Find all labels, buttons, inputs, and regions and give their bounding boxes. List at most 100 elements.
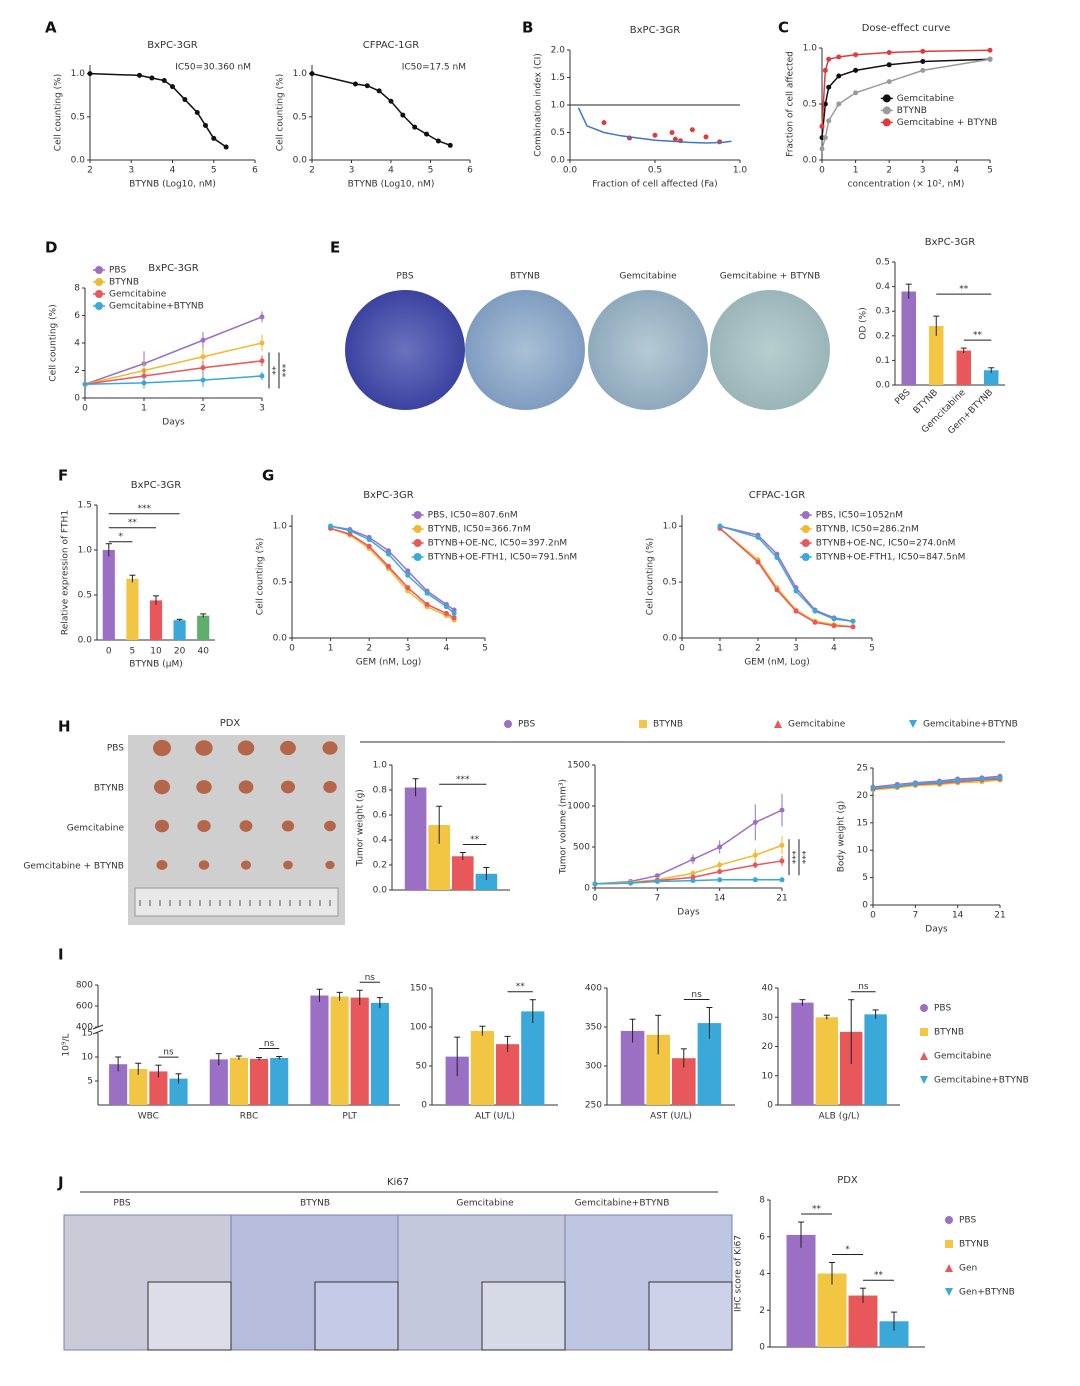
plate-label: Gemcitabine + BTYNB	[720, 272, 821, 282]
panel-label: E	[330, 239, 340, 257]
point	[200, 354, 206, 360]
x-tick-label: 5	[482, 644, 488, 654]
legend-marker	[774, 720, 782, 728]
x-tick-label: 3	[793, 644, 799, 654]
y-tick-label: 100	[410, 1023, 427, 1033]
annotation: IC50=17.5 nM	[402, 63, 466, 73]
series-line	[84, 375, 263, 385]
axis-break	[94, 1027, 102, 1033]
point	[690, 878, 696, 884]
y-tick-label: 1500	[567, 761, 590, 771]
point	[920, 58, 926, 64]
x-tick-label: 0	[870, 911, 876, 921]
y-tick-label: 600	[76, 1002, 93, 1012]
legend-label: PBS, IC50=1052nM	[816, 511, 903, 521]
point	[826, 118, 832, 124]
bar	[404, 787, 427, 890]
y-tick-label: 0.0	[373, 886, 388, 896]
point	[779, 842, 785, 848]
point	[141, 380, 147, 386]
legend-marker	[801, 553, 810, 561]
bar	[428, 825, 450, 890]
y-axis-label: OD (%)	[859, 307, 869, 339]
bar	[929, 325, 944, 385]
y-tick-label: 0.3	[876, 307, 890, 317]
y-tick-label: 30	[762, 1013, 774, 1023]
bar	[350, 997, 369, 1105]
bar	[229, 1057, 248, 1105]
x-tick-label: 0	[819, 166, 825, 176]
y-tick-label: 10	[762, 1071, 774, 1081]
x-tick-label: 4	[444, 644, 450, 654]
plate-image	[465, 290, 585, 410]
x-tick-label: 21	[994, 911, 1005, 921]
y-tick-label: 0.0	[78, 636, 93, 646]
y-tick-label: 800	[76, 981, 93, 991]
point	[82, 381, 88, 387]
series-line	[84, 316, 263, 385]
tumor	[281, 820, 295, 832]
x-tick-label: 6	[467, 166, 473, 176]
bar	[197, 615, 210, 640]
x-tick-label: 0	[82, 404, 88, 414]
legend-marker	[801, 525, 810, 533]
x-tick-label: 7	[654, 894, 660, 904]
x-tick-label: 0.5	[648, 166, 662, 176]
panel-label: A	[45, 19, 57, 37]
x-tick-label: 5	[869, 644, 875, 654]
bar	[815, 1017, 838, 1105]
annotation: ***	[456, 775, 470, 785]
point	[779, 807, 785, 813]
series-line	[84, 360, 263, 385]
x-tick-label: 3	[405, 644, 411, 654]
tumor	[324, 820, 336, 832]
annotation: **	[812, 1205, 822, 1215]
series-line	[84, 342, 263, 385]
legend-label: PBS, IC50=807.6nM	[428, 511, 518, 521]
plate-image	[588, 290, 708, 410]
y-tick-label: 0	[584, 884, 590, 894]
x-tick-label: PBS	[893, 388, 912, 407]
point	[755, 534, 761, 540]
chart-title: BxPC-3GR	[925, 237, 976, 248]
x-tick-label: WBC	[138, 1112, 159, 1122]
point	[997, 775, 1003, 781]
ihc-label: Gemcitabine	[456, 1199, 514, 1209]
chart-title: BxPC-3GR	[148, 263, 199, 274]
point	[388, 98, 394, 104]
ihc-label: Gemcitabine+BTYNB	[575, 1199, 670, 1209]
x-tick-label: 3	[920, 166, 926, 176]
legend-label: Gen	[959, 1264, 977, 1274]
y-axis-label: Cell counting (%)	[646, 538, 656, 615]
y-tick-label: 0.5	[876, 258, 890, 268]
x-tick-label: 5	[211, 166, 217, 176]
point	[912, 781, 918, 787]
point	[352, 81, 358, 87]
y-tick-label: 1000	[567, 802, 590, 812]
point	[443, 604, 449, 610]
legend-marker	[945, 1288, 953, 1296]
legend-marker	[413, 553, 422, 561]
point	[386, 563, 391, 569]
point	[435, 138, 441, 144]
point	[366, 537, 372, 543]
x-axis-label: Fraction of cell affected (Fa)	[592, 180, 717, 190]
ihc-inset	[481, 1281, 566, 1351]
x-tick-label: 4	[954, 166, 960, 176]
x-tick-label: 4	[170, 166, 176, 176]
y-tick-label: 2.0	[551, 46, 566, 56]
y-tick-label: 0	[759, 1343, 765, 1353]
y-tick-label: 150	[410, 984, 427, 994]
legend-label: PBS	[934, 1004, 951, 1014]
y-tick-label: 6	[74, 311, 80, 321]
point	[347, 528, 353, 534]
y-tick-label: 40	[762, 984, 774, 994]
bar	[330, 996, 349, 1105]
ihc-inset	[314, 1281, 399, 1351]
legend-marker	[801, 539, 810, 547]
annotation: ***	[277, 364, 287, 378]
point	[752, 852, 758, 858]
point	[717, 869, 723, 875]
ihc-title: Ki67	[387, 1177, 409, 1188]
point	[424, 131, 430, 137]
